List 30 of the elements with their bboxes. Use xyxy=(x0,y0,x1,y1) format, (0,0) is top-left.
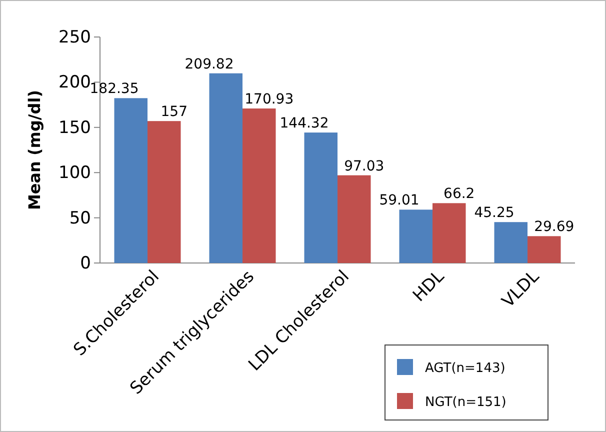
data-label: 45.25 xyxy=(474,205,514,222)
y-tick-label: 50 xyxy=(69,208,91,228)
y-tick-label: 150 xyxy=(58,118,91,138)
bar xyxy=(432,203,466,263)
data-label: 209.82 xyxy=(184,56,234,72)
legend-label: AGT(n=143) xyxy=(425,361,506,376)
bar xyxy=(338,175,371,263)
bar xyxy=(114,98,148,263)
data-label: 182.35 xyxy=(90,81,139,98)
legend-label: NGT(n=151) xyxy=(425,395,506,410)
data-label: 97.03 xyxy=(344,158,384,174)
bar xyxy=(494,222,528,263)
data-label: 157 xyxy=(160,104,188,120)
bar xyxy=(148,121,181,263)
data-label: 170.93 xyxy=(244,91,294,108)
bar xyxy=(399,210,432,263)
y-tick-label: 200 xyxy=(58,72,91,93)
bar xyxy=(209,73,242,263)
y-tick-label: 0 xyxy=(80,253,91,274)
x-tick-label: HDL xyxy=(409,266,449,306)
y-tick-label: 100 xyxy=(58,163,91,184)
data-label: 144.32 xyxy=(280,116,329,132)
bar xyxy=(304,132,338,263)
y-axis-title: Mean (mg/dl) xyxy=(25,90,44,210)
y-tick-label: 250 xyxy=(58,27,91,48)
bar xyxy=(528,236,561,263)
bar xyxy=(242,108,276,263)
data-label: 66.2 xyxy=(444,186,475,202)
data-label: 29.69 xyxy=(534,219,574,236)
data-label: 59.01 xyxy=(379,192,420,209)
